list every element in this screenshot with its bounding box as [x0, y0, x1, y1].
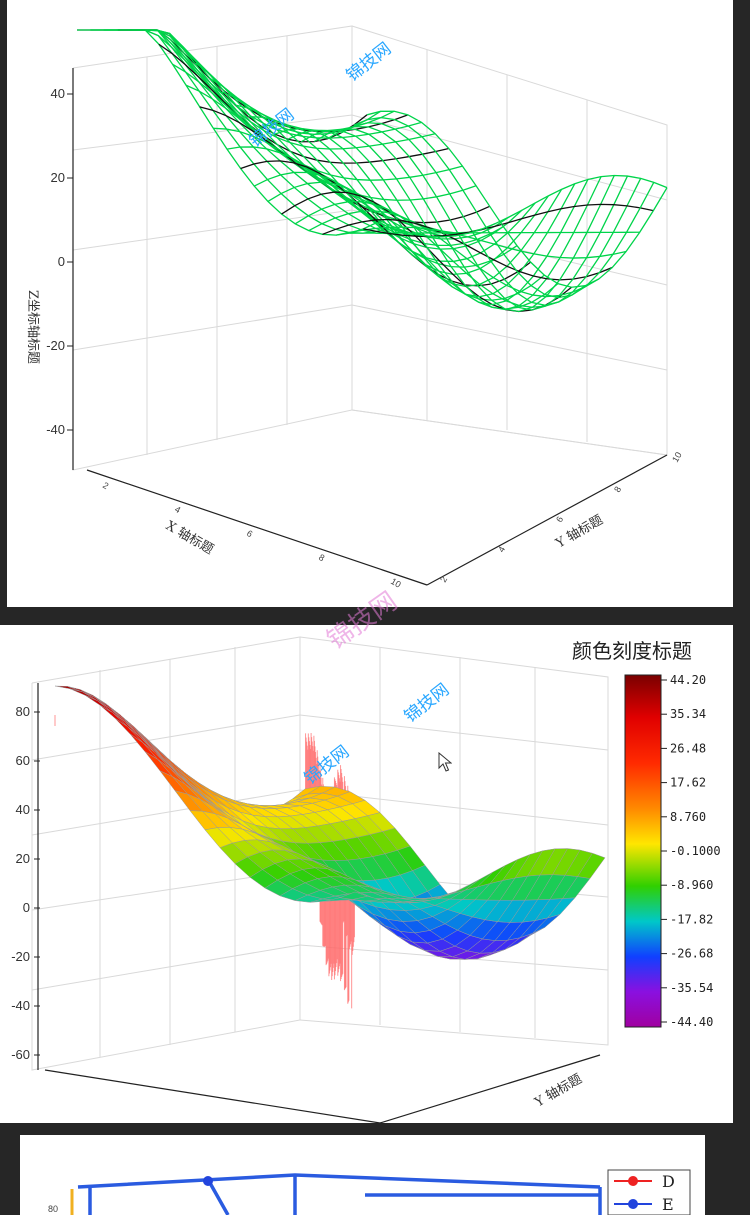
colorbar-title: 颜色刻度标题 [572, 639, 692, 663]
colorbar-tick-label: 35.34 [670, 707, 706, 721]
mesh-line [322, 218, 613, 281]
y-axis-line-2 [379, 1054, 601, 1123]
mesh-line [327, 126, 629, 311]
z-tick-label: 0 [23, 900, 30, 915]
colorbar-tick-label: -17.82 [670, 912, 713, 926]
colorbar-tick-label: 44.20 [670, 673, 706, 687]
colorbar-tick-label: -44.40 [670, 1015, 713, 1029]
x-axis-line [86, 469, 428, 586]
z-tick-label: 40 [51, 86, 65, 101]
x-tick-label: 2 [101, 480, 110, 491]
z-tick-label: 80 [16, 704, 30, 719]
mesh-line [248, 116, 549, 275]
colorbar-tick-label: 26.48 [670, 741, 706, 755]
mesh-line [300, 129, 602, 311]
colormap-surface-chart: 80 60 40 20 0 -20 -40 -60 Y 轴标题 锦技网 锦技网 颜色刻度标题 … [0, 625, 733, 1123]
z-axis-title: Z坐标轴标题 [25, 290, 40, 364]
wireframe-surface-chart: 40 20 0 -20 -40 2 4 6 8 10 10 8 6 4 2 Z坐标轴标题 X 轴标题 Y… [7, 0, 733, 607]
line3d-svg: 80 D E [48, 1169, 691, 1215]
mesh-line [340, 122, 642, 306]
line-3d-chart: 80 D E [20, 1135, 705, 1215]
x-tick-label: 8 [317, 552, 326, 563]
x-tick-label: 10 [389, 576, 403, 590]
mesh-line [313, 128, 615, 313]
overlay-watermark: 锦技网 [322, 586, 403, 655]
colorbar-tick-label: 17.62 [670, 776, 706, 790]
wireframe-mesh [77, 29, 668, 313]
z-tick-label: -20 [11, 949, 30, 964]
z-tick-label: -40 [11, 998, 30, 1013]
legend-label-e: E [662, 1195, 674, 1214]
x-tick-label: 4 [173, 504, 182, 515]
z-tick-labels-2: 80 60 40 20 0 -20 -40 -60 [11, 704, 40, 1062]
colorbar-tick-labels: 44.20 35.34 26.48 17.62 8.760 -0.1000 -8.960 -1… [661, 673, 721, 1029]
z-tick-label: 20 [16, 851, 30, 866]
y-axis-line [426, 454, 668, 586]
colorbar-tick-label: 8.760 [670, 810, 706, 824]
mesh-line [235, 104, 536, 263]
mesh-line [363, 203, 654, 238]
mesh-line [261, 123, 563, 288]
legend-label-d: D [662, 1172, 675, 1191]
colorbar-tick-label: -26.68 [670, 947, 713, 961]
y-tick-labels: 10 8 6 4 2 [438, 450, 684, 584]
frame-lines [77, 1173, 602, 1215]
x-tick-labels: 2 4 6 8 10 [101, 480, 403, 590]
z-tick-label: -60 [11, 1047, 30, 1062]
mesh-line [240, 160, 532, 287]
y-tick-label: 10 [670, 450, 684, 464]
y-tick-label: 6 [554, 515, 565, 524]
y-tick-label: 2 [438, 575, 449, 584]
legend-marker-d [628, 1176, 638, 1186]
y-tick-label: 4 [496, 545, 507, 554]
mesh-line [253, 171, 545, 301]
colorbar-tick-label: -0.1000 [670, 844, 721, 858]
z-tick-labels: 40 20 0 -20 -40 [46, 86, 73, 437]
mesh-line [376, 174, 668, 238]
legend-marker-e [628, 1199, 638, 1209]
mesh-line [353, 116, 655, 299]
z-tick-label: 60 [16, 753, 30, 768]
marker-e [203, 1176, 213, 1186]
colorbar [624, 674, 662, 1028]
mesh-line [335, 226, 627, 259]
z-tick-80: 80 [48, 1204, 58, 1214]
z-tick-label: -40 [46, 422, 65, 437]
colored-surface [54, 685, 606, 960]
x-axis-line-2 [44, 1069, 381, 1123]
surface-cell [339, 891, 369, 900]
colorbar-tick-label: -8.960 [670, 878, 713, 892]
colorbar-tick-label: -35.54 [670, 981, 713, 995]
mesh-line [366, 110, 668, 288]
legend-box [607, 1169, 691, 1215]
x-tick-label: 6 [245, 528, 254, 539]
z-tick-label: 0 [58, 254, 65, 269]
mouse-pointer-icon [438, 752, 452, 772]
mesh-line [349, 231, 640, 234]
z-tick-label: 20 [51, 170, 65, 185]
z-tick-label: -20 [46, 338, 65, 353]
y-tick-label: 8 [612, 485, 623, 494]
z-tick-label: 40 [16, 802, 30, 817]
